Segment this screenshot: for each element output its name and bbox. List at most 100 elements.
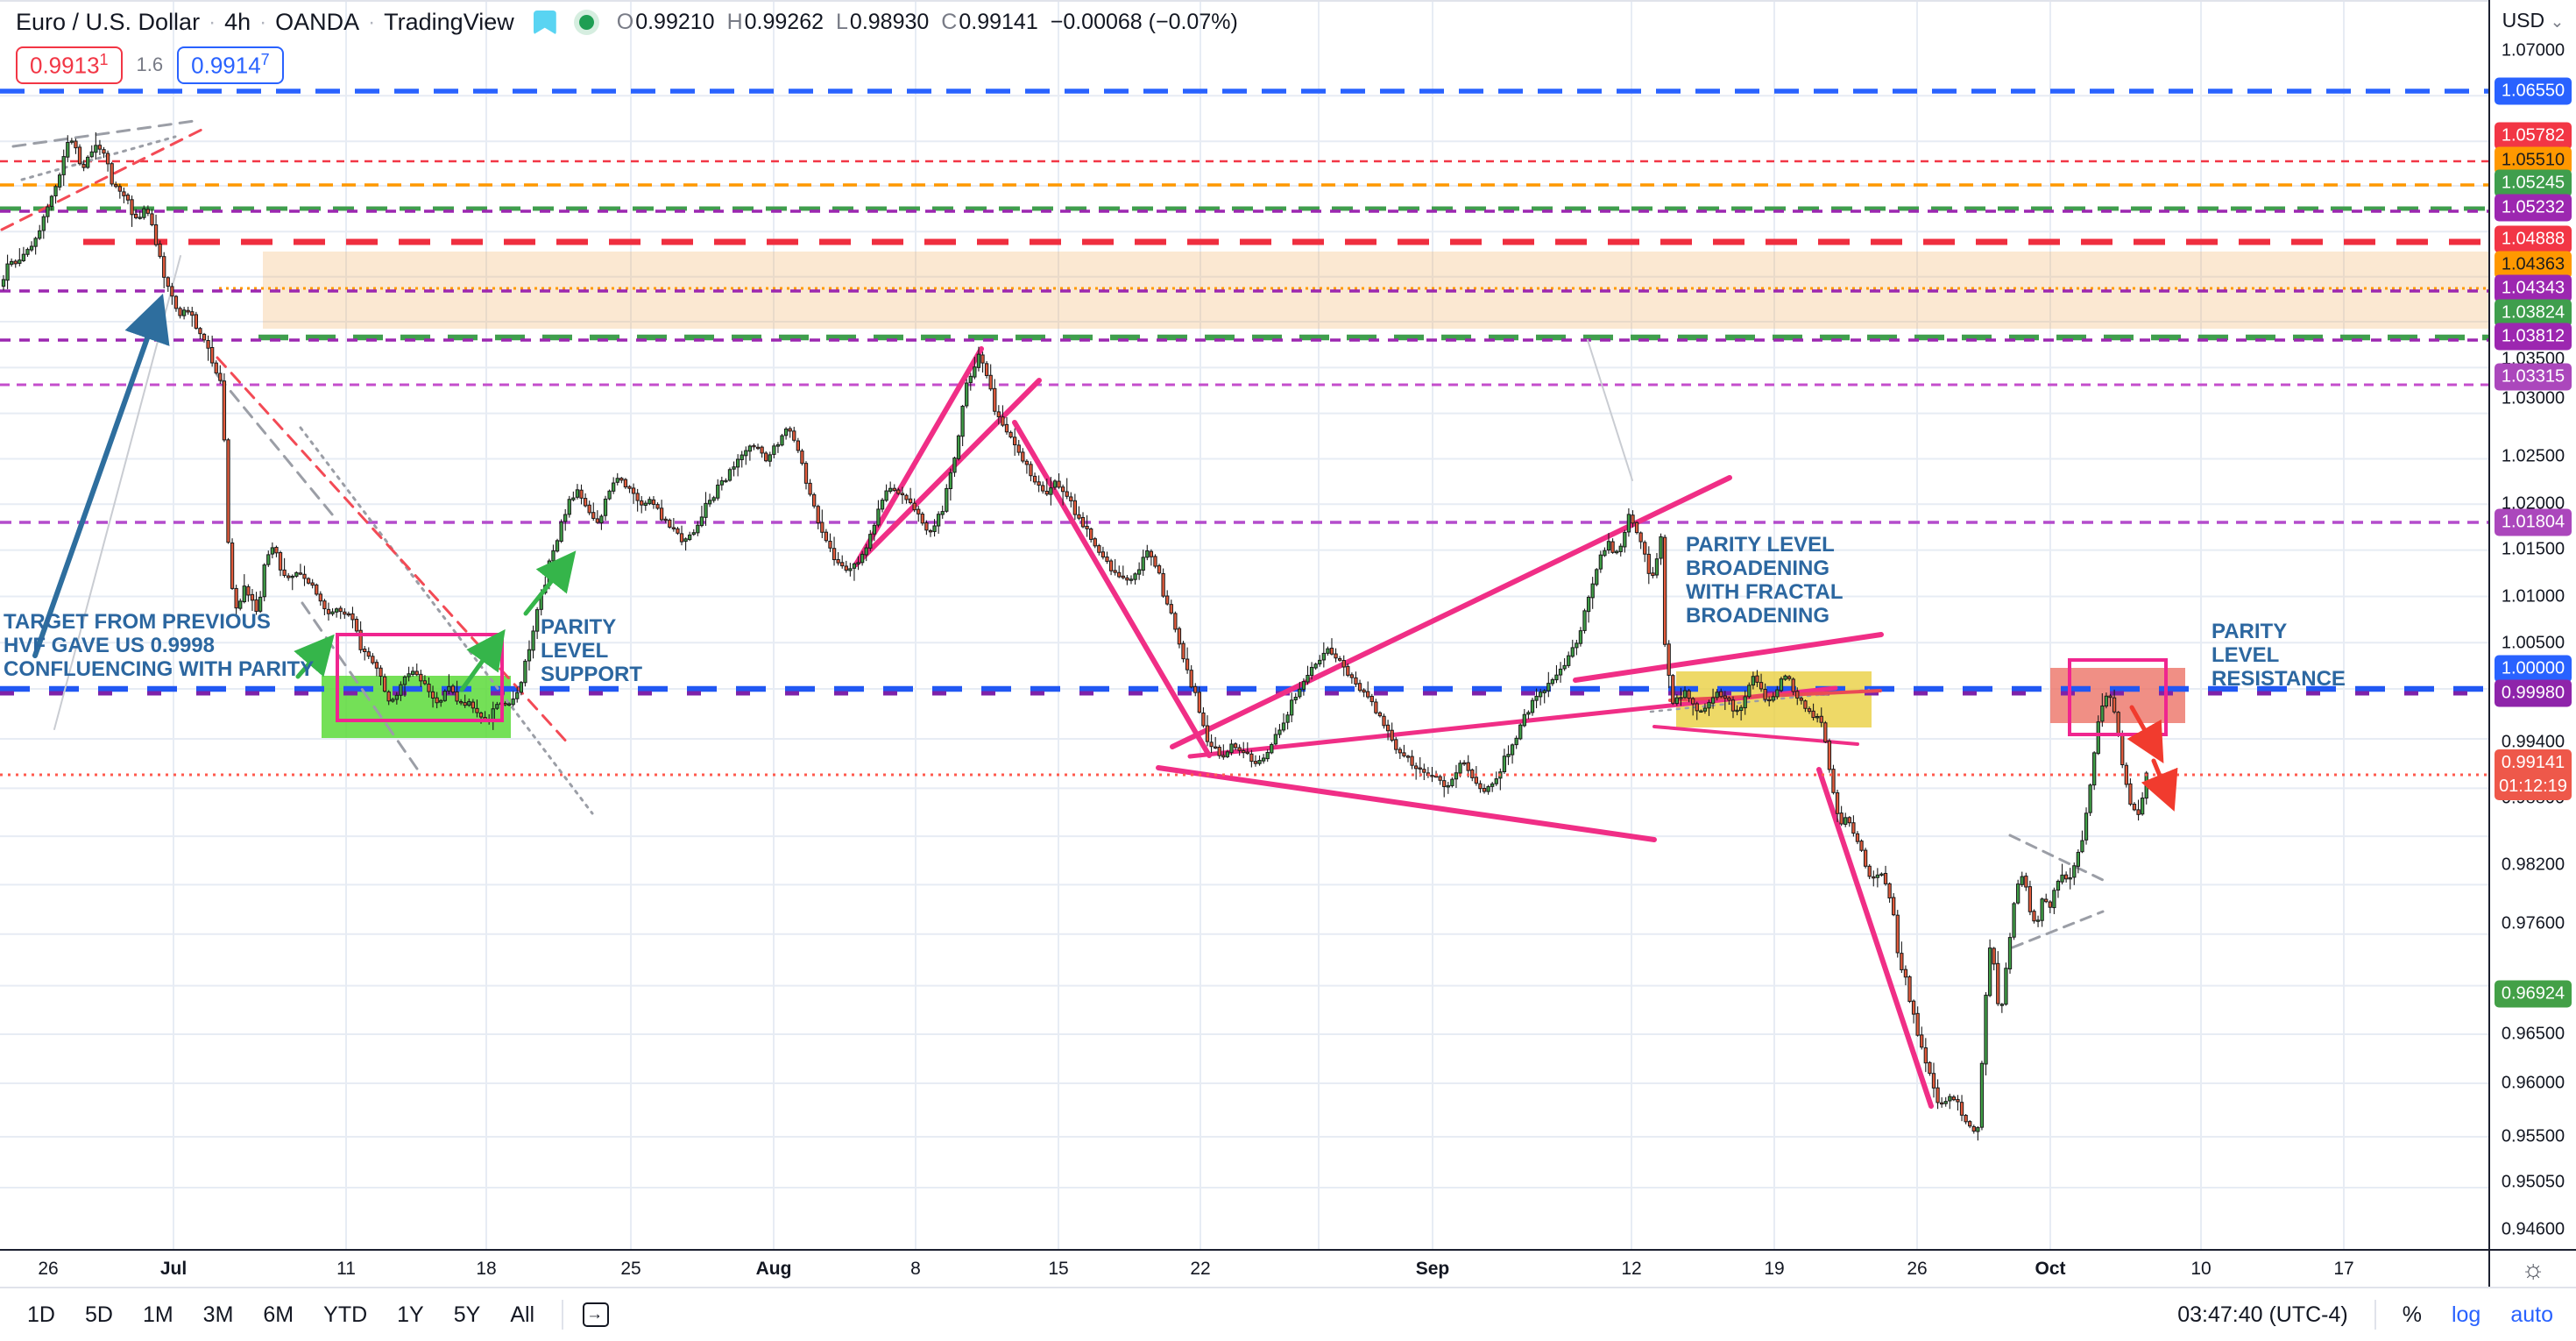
- drawn-boxes[interactable]: [336, 633, 2168, 736]
- price-chip-1.05232[interactable]: 1.05232: [2495, 194, 2572, 222]
- time-label-22[interactable]: 22: [1190, 1258, 1211, 1279]
- symbol-title[interactable]: Euro / U.S. Dollar: [16, 9, 201, 35]
- price-chip-0.99141[interactable]: 0.99141 01:12:19: [2495, 749, 2572, 800]
- time-label-25[interactable]: 25: [620, 1258, 641, 1279]
- trendline-broadening-low[interactable]: [1156, 765, 1657, 842]
- target-arrow[interactable]: [32, 294, 170, 658]
- resistance-box[interactable]: [2068, 658, 2168, 736]
- trendline-red-fall-dash[interactable]: [216, 356, 571, 747]
- time-label-12[interactable]: 12: [1621, 1258, 1642, 1279]
- price-chip-1.00000[interactable]: 1.00000: [2495, 655, 2572, 683]
- support-box[interactable]: [336, 633, 504, 722]
- trendline-thin-gray-sep[interactable]: [1587, 339, 1633, 481]
- trendline-channel-flat[interactable]: [1668, 689, 1882, 702]
- time-label-18[interactable]: 18: [476, 1258, 497, 1279]
- trendline-fanA-steep[interactable]: [853, 346, 984, 567]
- price-chip-1.03315[interactable]: 1.03315: [2495, 363, 2572, 391]
- bounce-arrow-1[interactable]: [294, 634, 335, 679]
- price-chip-1.04888[interactable]: 1.04888: [2495, 225, 2572, 253]
- range-button-1M[interactable]: 1M: [142, 1302, 173, 1327]
- drawn-arrows[interactable]: [32, 294, 2178, 812]
- price-axis[interactable]: USD ⌄ 1.07000 1.03500 1.03000 1.02500 1.0200…: [2488, 0, 2576, 1287]
- interval-label[interactable]: 4h: [224, 9, 251, 35]
- axis-settings-icon[interactable]: ☼: [2490, 1249, 2576, 1287]
- time-label-15[interactable]: 15: [1048, 1258, 1069, 1279]
- old-pattern-lines[interactable]: [0, 119, 2105, 949]
- spread-value: 1.6: [136, 53, 164, 76]
- support-zone[interactable]: [322, 676, 511, 738]
- price-chip-0.99980[interactable]: 0.99980: [2495, 679, 2572, 707]
- range-button-All[interactable]: All: [510, 1302, 535, 1327]
- trendline-fanA-fall[interactable]: [1012, 420, 1212, 758]
- time-label-8[interactable]: 8: [910, 1258, 921, 1279]
- annotation-line: BROADENING: [1686, 604, 1830, 628]
- currency-selector[interactable]: USD ⌄: [2502, 9, 2565, 32]
- platform-label[interactable]: TradingView: [384, 9, 514, 35]
- go-to-date-icon[interactable]: →: [583, 1302, 610, 1327]
- price-chip-0.96924[interactable]: 0.96924: [2495, 980, 2572, 1008]
- price-chip-1.06550[interactable]: 1.06550: [2495, 77, 2572, 105]
- range-button-5Y[interactable]: 5Y: [453, 1302, 481, 1327]
- trendline-gray-dot-parity[interactable]: [1649, 688, 1871, 713]
- time-axis[interactable]: 26 Jul 11 18 25 Aug 8 15 22 Sep 12 19 26 Oct 10 17: [0, 1249, 2488, 1287]
- trendline-gray-fall-dashA[interactable]: [216, 373, 335, 517]
- range-button-5D[interactable]: 5D: [84, 1302, 113, 1327]
- range-button-3M[interactable]: 3M: [202, 1302, 234, 1327]
- exchange-label[interactable]: OANDA: [275, 9, 360, 35]
- trendline-sell-off-line[interactable]: [1816, 767, 1934, 1109]
- chart-annotation-2[interactable]: PARITY LEVEL BROADENING WITH FRACTAL BROADE…: [1686, 533, 1844, 628]
- trendline-fanA-mid[interactable]: [853, 378, 1042, 567]
- ask-button[interactable]: 0.99147: [177, 46, 284, 84]
- reject-arrow-2[interactable]: [2141, 758, 2178, 812]
- time-label-11[interactable]: 11: [336, 1258, 356, 1279]
- reject-arrow-1[interactable]: [2127, 705, 2164, 764]
- chart-annotation-0[interactable]: TARGET FROM PREVIOUS HVF GAVE US 0.9998 CO…: [4, 610, 314, 681]
- range-button-6M[interactable]: 6M: [263, 1302, 294, 1327]
- trendline-gray-fall-dashB[interactable]: [301, 601, 421, 773]
- bid-button[interactable]: 0.99131: [16, 46, 123, 84]
- price-chip-1.04343[interactable]: 1.04343: [2495, 274, 2572, 302]
- clock[interactable]: 03:47:40 (UTC-4): [2177, 1302, 2348, 1327]
- percent-scale-button[interactable]: %: [2402, 1302, 2422, 1327]
- trendline-gray-rise-dash[interactable]: [11, 119, 196, 148]
- chart-annotation-1[interactable]: PARITY LEVEL SUPPORT: [541, 615, 642, 686]
- time-label-26[interactable]: 26: [1907, 1258, 1928, 1279]
- chart-canvas[interactable]: Euro / U.S. Dollar · 4h · OANDA · Tradin…: [0, 0, 2488, 1249]
- annotation-line: BROADENING: [1686, 557, 1830, 580]
- flag-icon[interactable]: [533, 10, 556, 35]
- trendline-gray-flag-top[interactable]: [2008, 834, 2105, 882]
- price-chip-1.05782[interactable]: 1.05782: [2495, 122, 2572, 150]
- candlestick-chart[interactable]: [0, 0, 2488, 1249]
- range-button-1D[interactable]: 1D: [27, 1302, 55, 1327]
- price-chip-1.01804[interactable]: 1.01804: [2495, 508, 2572, 536]
- time-label-Aug[interactable]: Aug: [755, 1258, 792, 1279]
- range-button-YTD[interactable]: YTD: [323, 1302, 368, 1327]
- price-chip-1.03824[interactable]: 1.03824: [2495, 299, 2572, 327]
- trendline-gray-fall-dot[interactable]: [299, 426, 594, 815]
- trendline-red-rise-dash[interactable]: [0, 126, 207, 231]
- bounce-arrow-2[interactable]: [459, 628, 506, 692]
- trendline-channel-top[interactable]: [1573, 632, 1884, 683]
- time-label-10[interactable]: 10: [2190, 1258, 2212, 1279]
- price-chip-1.05510[interactable]: 1.05510: [2495, 146, 2572, 174]
- market-status-icon[interactable]: [578, 15, 594, 30]
- annotation-line: TARGET FROM PREVIOUS: [4, 610, 271, 634]
- time-label-Sep[interactable]: Sep: [1415, 1258, 1450, 1279]
- time-label-19[interactable]: 19: [1764, 1258, 1785, 1279]
- price-chip-1.05245[interactable]: 1.05245: [2495, 169, 2572, 197]
- time-label-26[interactable]: 26: [38, 1258, 59, 1279]
- time-label-Oct[interactable]: Oct: [2035, 1258, 2066, 1279]
- price-chip-1.04363[interactable]: 1.04363: [2495, 251, 2572, 279]
- chart-annotation-3[interactable]: PARITY LEVEL RESISTANCE: [2212, 620, 2346, 691]
- trendline-gray-flag-low[interactable]: [2011, 910, 2105, 949]
- horizontal-levels[interactable]: [0, 89, 2488, 696]
- time-label-Jul[interactable]: Jul: [159, 1258, 188, 1279]
- log-scale-button[interactable]: log: [2451, 1302, 2481, 1327]
- chart-legend[interactable]: Euro / U.S. Dollar · 4h · OANDA · Tradin…: [16, 9, 1238, 84]
- range-button-1Y[interactable]: 1Y: [397, 1302, 424, 1327]
- bounce-arrow-3[interactable]: [523, 550, 577, 616]
- time-label-17[interactable]: 17: [2333, 1258, 2354, 1279]
- auto-scale-button[interactable]: auto: [2510, 1302, 2553, 1327]
- price-chip-1.03812[interactable]: 1.03812: [2495, 323, 2572, 351]
- trendline-gray-rise-dot[interactable]: [20, 135, 177, 181]
